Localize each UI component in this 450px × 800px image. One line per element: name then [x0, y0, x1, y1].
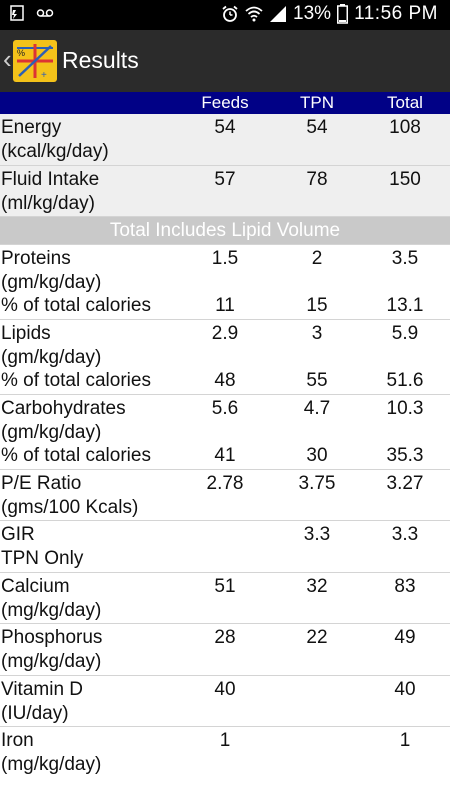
- row-label: Lipids: [1, 323, 51, 344]
- total-value: 3.27: [386, 473, 424, 494]
- status-left: [8, 4, 54, 22]
- row-label: Phosphorus: [1, 627, 103, 648]
- row-label: Calcium: [1, 576, 70, 597]
- tpn-value: 2: [311, 248, 323, 269]
- row-pct-label: % of total calories: [1, 445, 151, 466]
- total-value: 108: [389, 117, 421, 138]
- tpn-value: 78: [306, 169, 328, 190]
- row-sublabel: (ml/kg/day): [1, 193, 95, 214]
- tpn-value: 3.3: [303, 524, 331, 545]
- row-sublabel: (IU/day): [1, 703, 69, 724]
- row-sublabel: (gm/kg/day): [1, 272, 102, 293]
- signal-icon: [270, 6, 287, 22]
- table-row: Vitamin D (IU/day) 40 40: [0, 676, 450, 727]
- feeds-pct-value: 48: [214, 370, 236, 391]
- row-pct-label: % of total calories: [1, 370, 151, 391]
- total-pct-value: 51.6: [386, 370, 424, 391]
- tpn-value: 22: [306, 627, 328, 648]
- feeds-value: 54: [214, 117, 236, 138]
- row-label: Proteins: [1, 248, 71, 269]
- row-sublabel: (gm/kg/day): [1, 347, 102, 368]
- row-label: Fluid Intake: [1, 169, 100, 190]
- table-header: Feeds TPN Total: [0, 92, 450, 114]
- clock: 11:56 PM: [354, 3, 438, 24]
- row-sublabel: (mg/kg/day): [1, 754, 102, 775]
- lipid-volume-banner: Total Includes Lipid Volume: [0, 217, 450, 245]
- tpn-value: 4.7: [303, 398, 331, 419]
- status-bar: 13% 11:56 PM: [0, 0, 450, 30]
- voicemail-icon: [36, 9, 54, 17]
- svg-text:+: +: [41, 70, 47, 81]
- app-logo-icon[interactable]: % +: [13, 40, 57, 82]
- tpn-pct-value: 55: [306, 370, 328, 391]
- row-sublabel: (gms/100 Kcals): [1, 497, 139, 518]
- header-tpn: TPN: [300, 93, 334, 112]
- total-value: 40: [394, 679, 416, 700]
- tpn-value: 54: [306, 117, 328, 138]
- table-row: Fluid Intake (ml/kg/day) 57 78 150: [0, 166, 450, 217]
- total-value: 3.5: [391, 248, 419, 269]
- tpn-value: 3: [311, 323, 323, 344]
- row-sublabel: (mg/kg/day): [1, 651, 102, 672]
- feeds-value: 40: [214, 679, 236, 700]
- results-table: Feeds TPN Total Energy (kcal/kg/day) 54 …: [0, 92, 450, 783]
- tpn-value: 3.75: [298, 473, 336, 494]
- row-label: P/E Ratio: [1, 473, 82, 494]
- feeds-value: 1.5: [211, 248, 239, 269]
- total-value: 150: [389, 169, 421, 190]
- total-value: 49: [394, 627, 416, 648]
- row-sublabel: (gm/kg/day): [1, 422, 102, 443]
- notification-icon: [10, 5, 24, 21]
- feeds-value: 51: [214, 576, 236, 597]
- tpn-value: 32: [306, 576, 328, 597]
- alarm-icon: [222, 5, 238, 22]
- table-row: Iron (mg/kg/day) 1 1: [0, 727, 450, 783]
- feeds-value: 28: [214, 627, 236, 648]
- feeds-value: 57: [214, 169, 236, 190]
- svg-text:%: %: [17, 48, 25, 58]
- row-label: Carbohydrates: [1, 398, 126, 419]
- total-value: 1: [399, 730, 411, 751]
- feeds-value: 5.6: [211, 398, 239, 419]
- feeds-pct-value: 41: [214, 445, 236, 466]
- row-label: GIR: [1, 524, 35, 545]
- row-label: Energy: [1, 117, 62, 138]
- row-label: Vitamin D: [1, 679, 84, 700]
- battery-percent: 13%: [293, 3, 332, 24]
- table-row: Proteins (gm/kg/day) % of total calories…: [0, 245, 450, 320]
- row-sublabel: (mg/kg/day): [1, 600, 102, 621]
- total-pct-value: 13.1: [386, 295, 424, 316]
- page-title: Results: [62, 47, 139, 73]
- total-value: 83: [394, 576, 416, 597]
- table-row: Phosphorus (mg/kg/day) 28 22 49: [0, 624, 450, 676]
- feeds-value: 2.9: [211, 323, 239, 344]
- feeds-pct-value: 11: [215, 295, 235, 316]
- row-sublabel: (kcal/kg/day): [1, 141, 109, 162]
- row-label: Iron: [1, 730, 34, 751]
- tpn-pct-value: 15: [306, 295, 328, 316]
- table-row: Energy (kcal/kg/day) 54 54 108: [0, 114, 450, 166]
- wifi-icon: [245, 6, 263, 22]
- table-row: P/E Ratio (gms/100 Kcals) 2.78 3.75 3.27: [0, 470, 450, 521]
- status-right: 13% 11:56 PM: [221, 3, 438, 25]
- header-total: Total: [387, 93, 423, 112]
- header-feeds: Feeds: [201, 93, 249, 112]
- row-sublabel: TPN Only: [1, 548, 84, 569]
- table-row: Lipids (gm/kg/day) % of total calories 2…: [0, 320, 450, 395]
- table-row: Calcium (mg/kg/day) 51 32 83: [0, 573, 450, 624]
- table-row: Carbohydrates (gm/kg/day) % of total cal…: [0, 395, 450, 470]
- row-pct-label: % of total calories: [1, 295, 151, 316]
- total-value: 5.9: [391, 323, 419, 344]
- total-pct-value: 35.3: [386, 445, 424, 466]
- total-value: 10.3: [386, 398, 424, 419]
- table-row: GIR TPN Only 3.3 3.3: [0, 521, 450, 573]
- back-chevron-icon[interactable]: ‹: [3, 44, 12, 74]
- total-value: 3.3: [391, 524, 419, 545]
- tpn-pct-value: 30: [306, 445, 328, 466]
- feeds-value: 1: [219, 730, 231, 751]
- action-bar: ‹ % + Results: [0, 30, 450, 92]
- feeds-value: 2.78: [206, 473, 244, 494]
- battery-icon: [337, 4, 349, 24]
